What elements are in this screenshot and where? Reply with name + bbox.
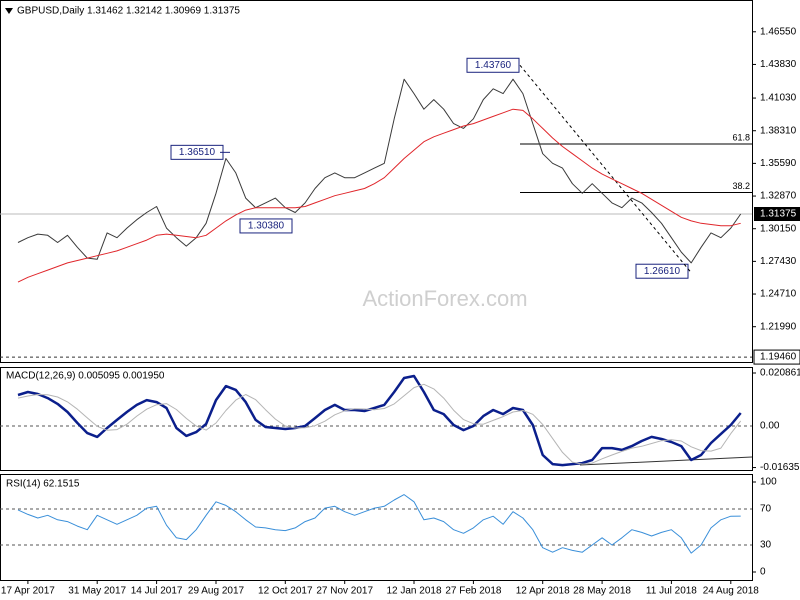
swing-label: 1.36510 (179, 147, 216, 158)
x-tick-label: 17 Apr 2017 (1, 586, 55, 597)
series-line (17, 78, 742, 264)
x-tick-label: 28 May 2018 (573, 586, 631, 597)
fib-label: 38.2 (732, 181, 750, 191)
rsi-title: RSI(14) 62.1515 (6, 479, 80, 490)
y-tick-label: 0.020861 (760, 368, 800, 379)
fib-label: 61.8 (732, 132, 750, 142)
x-tick-label: 27 Nov 2017 (316, 586, 373, 597)
level-label: 1.19460 (760, 352, 797, 363)
rsi-panel (0, 474, 753, 581)
swing-label: 1.30380 (248, 221, 285, 232)
series-line (17, 383, 742, 465)
macd-title: MACD(12,26,9) 0.005095 0.001950 (6, 371, 165, 382)
x-tick-label: 31 May 2017 (68, 586, 126, 597)
swing-box (466, 57, 520, 73)
last-price-label: 1.31375 (760, 209, 797, 220)
swing-box (239, 218, 293, 234)
series-line (17, 374, 742, 467)
x-tick-label: 14 Jul 2017 (131, 586, 183, 597)
y-tick-label: 1.32870 (760, 191, 797, 202)
x-tick-label: 12 Apr 2018 (516, 586, 570, 597)
x-tick-label: 11 Jul 2018 (646, 586, 697, 597)
y-tick-label: 1.21990 (760, 321, 797, 332)
y-tick-label: 100 (760, 477, 777, 488)
series-line (17, 108, 741, 283)
level-label: 70 (760, 504, 772, 515)
price-panel (0, 0, 753, 363)
y-tick-label: 1.43830 (760, 59, 797, 70)
y-tick-label: 1.27430 (760, 256, 797, 267)
y-tick-label: 0 (760, 567, 766, 578)
swing-box (635, 263, 689, 279)
series-line (17, 494, 741, 554)
swing-label: 1.26610 (644, 266, 681, 277)
y-tick-label: 1.30150 (760, 223, 797, 234)
macd-trend-line (579, 456, 753, 466)
level-label: 0.00 (760, 421, 780, 432)
macd-panel (0, 367, 753, 471)
level-label: 30 (760, 540, 772, 551)
chart-title: GBPUSD,Daily 1.31462 1.32142 1.30969 1.3… (17, 6, 240, 17)
y-tick-label: 1.24710 (760, 289, 797, 300)
y-tick-label: 1.35590 (760, 158, 797, 169)
swing-label: 1.43760 (475, 60, 512, 71)
x-tick-label: 12 Jan 2018 (386, 586, 441, 597)
y-tick-label: 1.38310 (760, 125, 797, 136)
menu-triangle (5, 8, 13, 14)
x-tick-label: 12 Oct 2017 (258, 586, 313, 597)
last-price-box (754, 207, 800, 222)
y-tick-label: -0.016357 (760, 462, 800, 473)
level-box (753, 349, 800, 365)
y-tick-label: 1.41030 (760, 93, 797, 104)
x-tick-label: 24 Aug 2018 (703, 586, 760, 597)
x-tick-label: 29 Aug 2017 (188, 586, 245, 597)
watermark: ActionForex.com (362, 286, 527, 311)
y-tick-label: 1.46550 (760, 26, 797, 37)
trend-line (519, 64, 691, 272)
x-tick-label: 27 Feb 2018 (445, 586, 502, 597)
